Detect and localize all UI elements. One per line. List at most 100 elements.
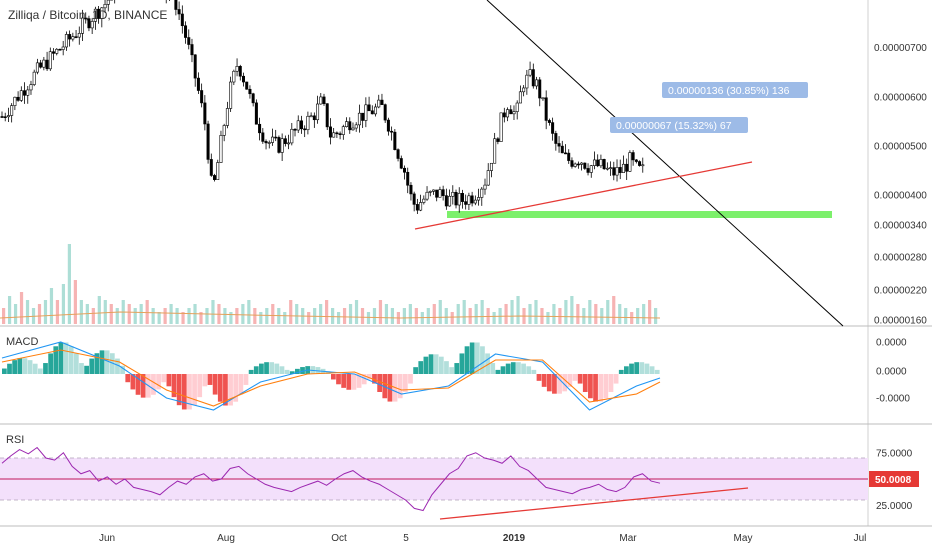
candle-body <box>576 163 580 166</box>
macd-histogram-bar <box>284 369 290 374</box>
macd-histogram-bar <box>32 363 38 374</box>
candle-body <box>200 90 204 104</box>
candle-body <box>547 120 551 123</box>
candle-body <box>332 132 336 138</box>
candle-body <box>538 79 542 99</box>
macd-histogram-bar <box>156 374 161 390</box>
candle-body <box>367 104 371 112</box>
candle-body <box>428 191 432 193</box>
candle-body <box>457 193 461 206</box>
macd-histogram-bar <box>546 374 552 392</box>
volume-bar <box>582 308 586 324</box>
projection-label: 0.00000067 (15.32%) 67 <box>616 120 732 132</box>
date-axis-tick: Aug <box>217 533 235 544</box>
candle-body <box>190 44 194 56</box>
candle-body <box>93 8 97 22</box>
macd-histogram-bar <box>382 374 388 399</box>
candle-body <box>506 109 510 118</box>
candle-body <box>222 125 226 136</box>
candle-body <box>103 4 107 9</box>
price-levels-group <box>447 211 832 218</box>
volume-bar <box>492 312 496 324</box>
macd-histogram-bar <box>341 374 347 388</box>
macd-histogram-bar <box>423 356 429 374</box>
volume-bar <box>43 300 48 324</box>
candle-body <box>81 17 85 34</box>
candle-body <box>396 149 400 159</box>
candle-body <box>55 48 59 54</box>
price-axis-tick: 0.00000340 <box>874 221 927 232</box>
volume-bar <box>528 304 532 324</box>
candle-body <box>583 162 587 169</box>
volume-bar <box>486 308 490 324</box>
candle-body <box>235 66 239 72</box>
macd-histogram-bar <box>588 374 593 399</box>
candle-body <box>596 159 600 167</box>
macd-histogram-bar <box>79 363 84 374</box>
candle-body <box>580 162 584 165</box>
candle-body <box>77 33 81 38</box>
volume-bar <box>552 304 556 324</box>
candle-body <box>573 163 577 167</box>
candle-body <box>242 75 246 83</box>
macd-histogram-bar <box>89 358 95 374</box>
volume-bar <box>79 300 83 324</box>
volume-bar <box>612 296 616 324</box>
candle-body <box>245 81 249 90</box>
macd-histogram-bar <box>43 363 48 374</box>
macd-histogram-bar <box>582 374 588 392</box>
candle-body <box>386 119 390 132</box>
candle-body <box>499 112 503 142</box>
macd-histogram-bar <box>135 374 141 395</box>
volume-bar <box>163 308 167 324</box>
candle-body <box>232 70 236 83</box>
macd-histogram-bar <box>140 374 146 398</box>
volume-bar <box>426 308 430 324</box>
candle-body <box>293 128 297 131</box>
candle-body <box>196 77 200 91</box>
volume-bar <box>390 308 395 324</box>
candle-body <box>393 131 397 150</box>
macd-histogram-bar <box>644 363 650 374</box>
price-axis-tick: 0.00000220 <box>874 286 927 297</box>
candle-body <box>58 48 62 51</box>
projection-label: 0.00000136 (30.85%) 136 <box>668 85 790 97</box>
macd-histogram-bar <box>598 374 604 402</box>
candle-body <box>435 189 439 198</box>
macd-histogram-bar <box>454 363 460 374</box>
macd-histogram-bar <box>115 358 120 374</box>
volume-bar <box>139 304 143 324</box>
macd-histogram-bar <box>516 362 521 374</box>
candle-body <box>518 91 522 104</box>
candle-body <box>567 152 571 161</box>
candle-body <box>570 160 574 167</box>
candle-body <box>480 188 484 198</box>
macd-histogram-bar <box>2 368 7 374</box>
volume-bar <box>61 284 66 324</box>
macd-histogram-bar <box>531 369 537 374</box>
candle-body <box>473 199 477 204</box>
candle-body <box>599 159 603 167</box>
candle-body <box>383 104 387 121</box>
volume-bar <box>247 300 251 324</box>
candle-body <box>409 184 413 195</box>
macd-histogram-bar <box>166 374 172 387</box>
candle-body <box>13 96 17 106</box>
candle-body <box>84 17 88 20</box>
macd-histogram-bar <box>562 374 568 392</box>
volume-bar <box>534 300 538 324</box>
candle-body <box>274 136 278 139</box>
volume-bar <box>157 312 161 324</box>
macd-histogram-bar <box>12 360 18 374</box>
descending-trendline <box>486 0 844 327</box>
volume-bar <box>348 304 353 324</box>
candle-body <box>586 168 590 173</box>
candle-body <box>229 81 233 109</box>
volume-bar <box>211 300 215 324</box>
candle-body <box>10 105 14 116</box>
macd-histogram-bar <box>500 366 506 374</box>
macd-histogram-bar <box>289 371 295 374</box>
macd-histogram-bar <box>654 369 660 374</box>
candle-body <box>625 163 629 172</box>
